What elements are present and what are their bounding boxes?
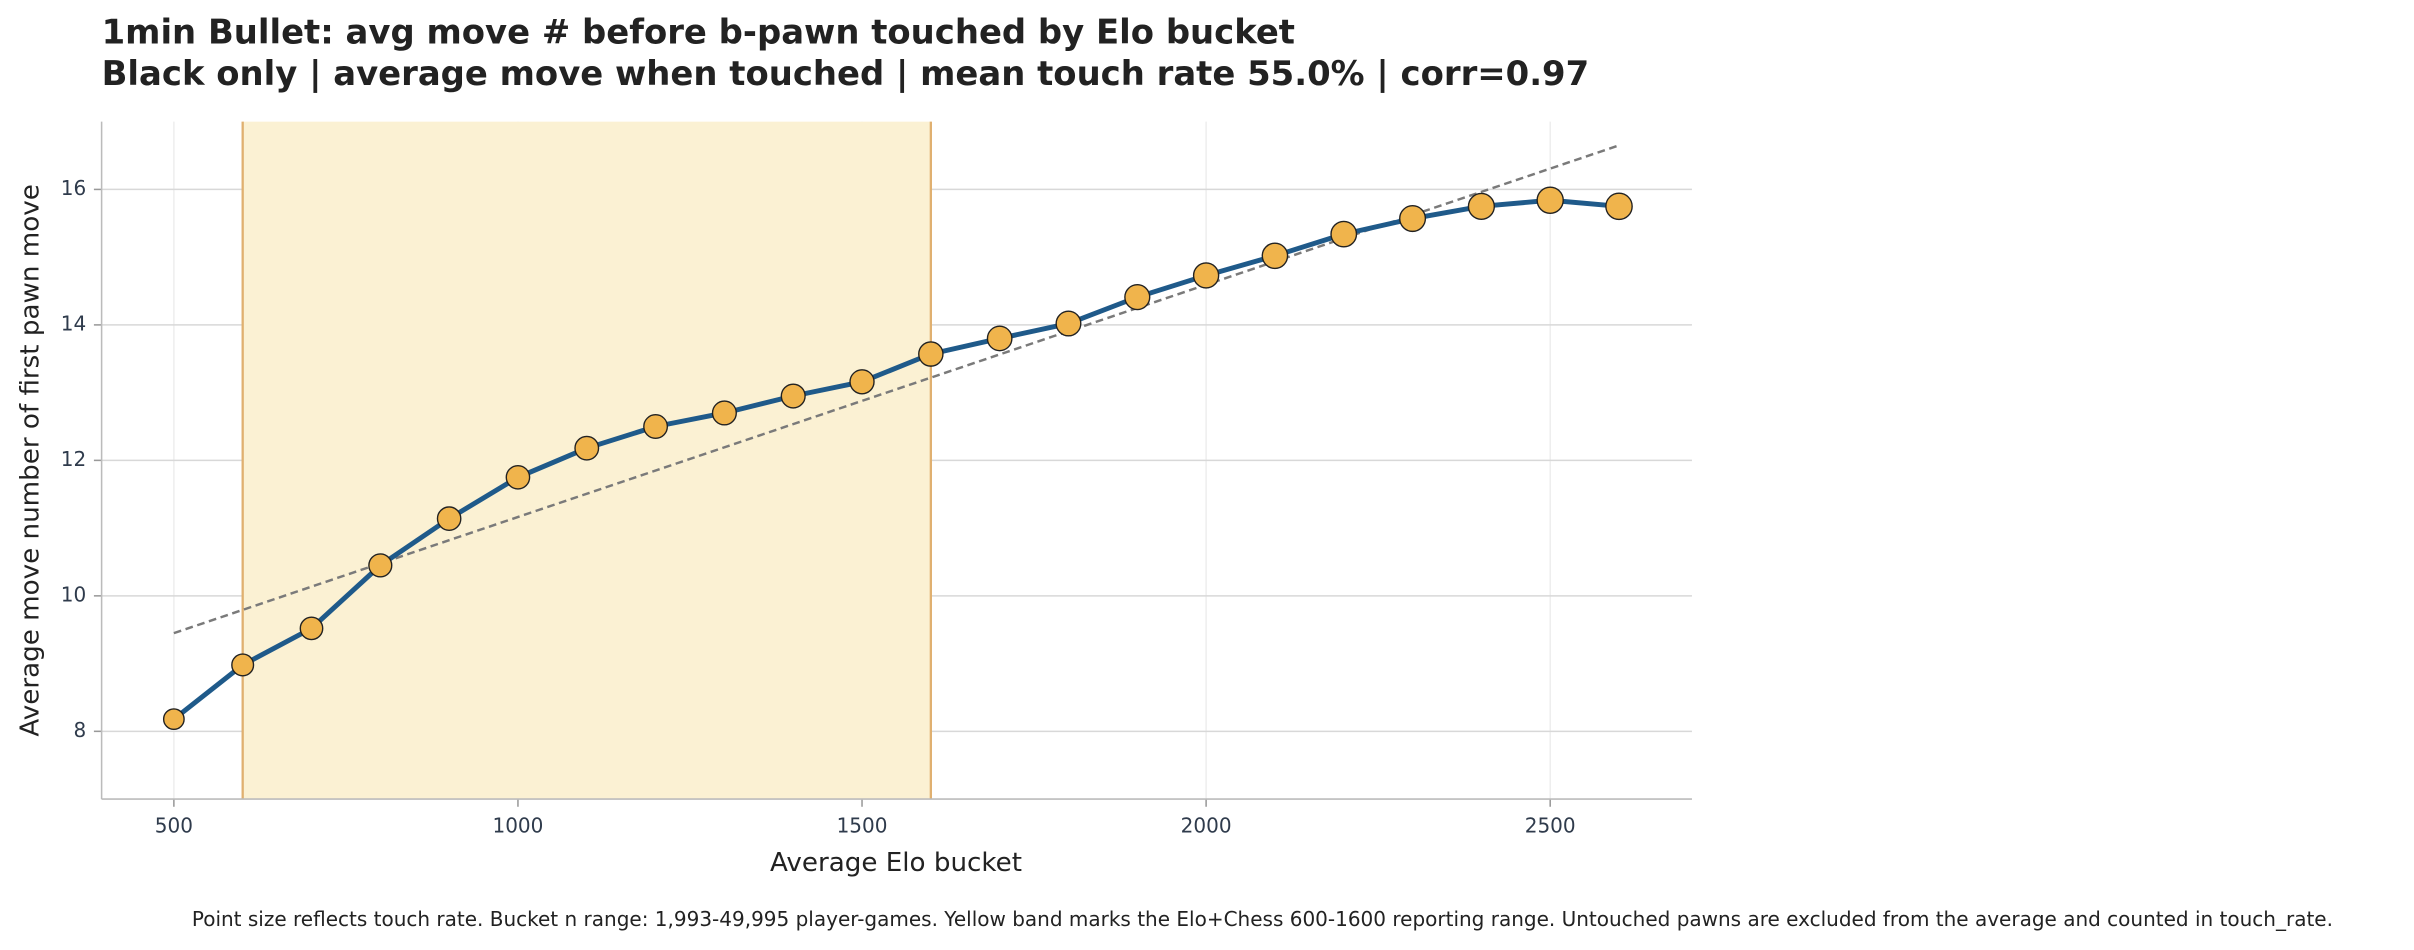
data-point xyxy=(1192,262,1220,289)
data-point xyxy=(1399,205,1427,233)
data-point xyxy=(643,414,669,439)
y-tick-label: 14 xyxy=(61,311,86,335)
x-tick-label: 500 xyxy=(155,813,193,837)
data-point xyxy=(574,435,600,461)
x-axis-label: Average Elo bucket xyxy=(770,848,1022,878)
data-point xyxy=(231,653,255,677)
data-point xyxy=(711,400,737,426)
x-tick-label: 2500 xyxy=(1525,813,1576,837)
y-tick-label: 8 xyxy=(73,718,86,742)
data-point xyxy=(505,464,531,490)
data-point xyxy=(986,325,1013,352)
data-point xyxy=(1055,310,1082,337)
data-point xyxy=(1467,192,1496,220)
data-point xyxy=(299,616,324,641)
chart-subtitle: Black only | average move when touched |… xyxy=(102,54,1590,93)
y-axis-label: Average move number of first pawn move xyxy=(15,184,45,736)
y-tick-label: 10 xyxy=(61,582,86,606)
data-point xyxy=(368,553,393,578)
data-line xyxy=(172,197,1620,722)
x-tick-label: 1000 xyxy=(492,813,543,837)
data-point xyxy=(1605,192,1633,221)
x-tick-label: 1500 xyxy=(837,813,888,837)
data-point xyxy=(1330,220,1358,248)
y-tick-label: 12 xyxy=(61,447,86,471)
data-point xyxy=(849,369,875,395)
data-point xyxy=(918,341,944,367)
data-point xyxy=(1261,242,1289,270)
data-point xyxy=(1536,186,1564,214)
data-point xyxy=(162,708,185,731)
data-point xyxy=(436,506,462,531)
data-point xyxy=(780,383,806,409)
x-tick-label: 2000 xyxy=(1181,813,1232,837)
data-point xyxy=(1124,284,1151,311)
footnote: Point size reflects touch rate. Bucket n… xyxy=(192,907,2333,931)
y-tick-label: 16 xyxy=(61,176,86,200)
chart-title: 1min Bullet: avg move # before b-pawn to… xyxy=(102,12,1295,51)
